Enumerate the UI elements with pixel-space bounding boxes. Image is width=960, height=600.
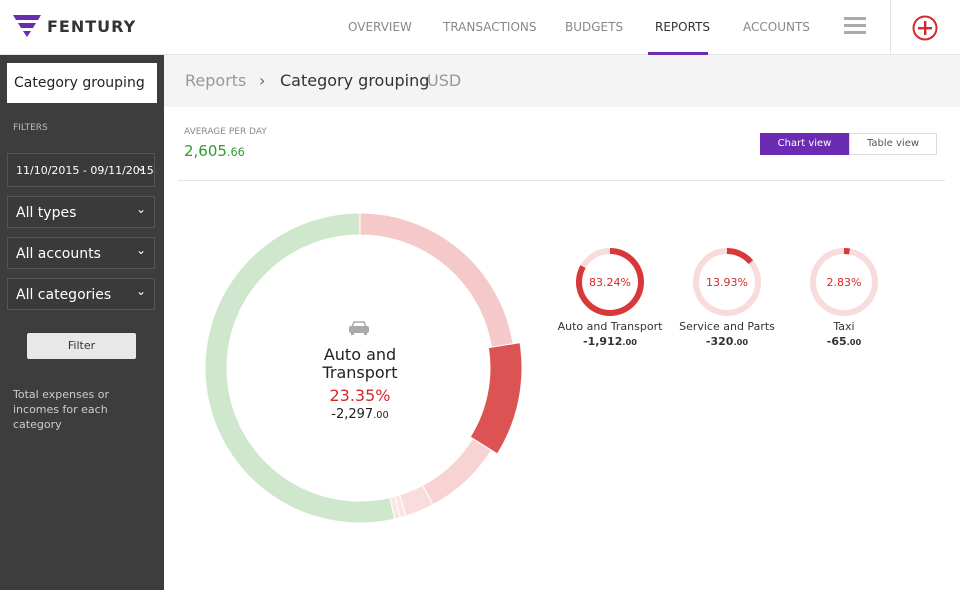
category-item: Service and Parts -320.00 (667, 320, 787, 348)
cents: .00 (373, 410, 389, 421)
chart-view-button[interactable]: Chart view (760, 133, 849, 155)
donut-percent: 23.35% (329, 386, 391, 405)
crumb-currency: USD (427, 71, 462, 90)
donut-title: Auto and Transport (322, 345, 398, 382)
menu-icon[interactable] (844, 16, 868, 36)
donut-segment (359, 212, 514, 348)
progress-label: 2.83% (827, 276, 862, 289)
filter-button[interactable]: Filter (27, 333, 136, 359)
separator (178, 180, 945, 181)
charts: 83.24% 13.93% 2.83% (204, 212, 878, 524)
progress-label: 13.93% (706, 276, 748, 289)
progress-label: 83.24% (589, 276, 631, 289)
header: FENTURY OVERVIEW TRANSACTIONS BUDGETS RE… (0, 0, 960, 55)
category-amount: -320.00 (667, 335, 787, 348)
filters-label: FILTERS (13, 123, 48, 133)
nav-item[interactable]: ACCOUNTS (743, 20, 810, 34)
crumb-current: Category grouping (280, 71, 430, 90)
cents: .00 (733, 337, 749, 347)
category-select[interactable]: All categories (7, 275, 155, 310)
cents: .66 (226, 146, 245, 159)
date-range[interactable]: 11/10/2015 - 09/11/2015 (7, 150, 155, 187)
category-amount: -1,912.00 (550, 335, 670, 348)
grouping-select[interactable]: Category grouping (7, 63, 157, 103)
category-name: Auto and Transport (557, 320, 663, 333)
table-view-button[interactable]: Table view (849, 133, 937, 155)
type-select[interactable]: All types (7, 193, 155, 228)
donut-segment (469, 342, 523, 455)
car-icon (349, 321, 369, 335)
amount: -320 (705, 335, 734, 348)
nav-item[interactable]: TRANSACTIONS (443, 20, 537, 34)
donut-amount: -2,297.00 (300, 407, 420, 422)
category-name: Service and Parts (679, 320, 775, 333)
progress-arc (727, 248, 754, 265)
active-underline (648, 52, 708, 55)
donut-segment (421, 437, 493, 506)
summary-label: AVERAGE PER DAY (184, 127, 267, 137)
progress-arc (844, 248, 851, 255)
crumb-separator: › (259, 71, 266, 90)
divider (890, 0, 891, 55)
nav-item[interactable]: REPORTS (655, 20, 711, 34)
cents: .00 (622, 337, 637, 347)
category-item: Auto and Transport -1,912.00 (550, 320, 670, 348)
amount: -65 (826, 335, 847, 348)
nav-item[interactable]: BUDGETS (565, 20, 624, 34)
logo (13, 15, 41, 37)
brand: FENTURY (47, 17, 137, 36)
account-select[interactable]: All accounts (7, 234, 155, 269)
add-button[interactable] (911, 14, 939, 42)
category-item: Taxi -65.00 (784, 320, 904, 348)
breadcrumb: Reports › Category grouping USD (164, 55, 960, 107)
amount: -1,912 (583, 335, 623, 348)
category-name: Taxi (833, 320, 855, 333)
sidebar-note: Total expenses or incomes for each categ… (13, 388, 109, 431)
category-amount: -65.00 (784, 335, 904, 348)
cents: .00 (846, 337, 862, 347)
donut-segment (204, 212, 396, 524)
amount: 2,605 (184, 142, 227, 160)
nav-item[interactable]: OVERVIEW (348, 20, 412, 34)
sidebar: Category grouping FILTERS 11/10/2015 - 0… (0, 55, 164, 590)
summary-amount: 2,605.66 (184, 142, 245, 160)
amount: -2,297 (331, 407, 374, 422)
crumb-root[interactable]: Reports (185, 71, 247, 90)
